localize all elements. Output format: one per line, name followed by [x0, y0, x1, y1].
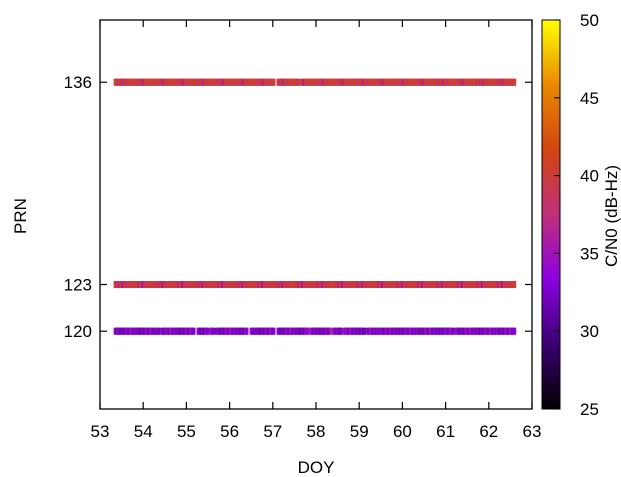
data-point	[340, 327, 344, 335]
y-tick-label: 123	[64, 276, 92, 295]
colorbar-title: C/N0 (dB-Hz)	[602, 165, 621, 267]
plot-area-frame	[99, 19, 533, 410]
series-prn-123	[113, 281, 517, 289]
x-tick-label: 53	[91, 422, 110, 441]
colorbar-tick-label: 50	[580, 11, 599, 30]
colorbar-tick-label: 40	[580, 167, 599, 186]
data-point	[378, 327, 382, 335]
data-point	[306, 327, 310, 335]
data-point	[245, 327, 249, 335]
x-axis-ticks: 53 54 55 56 57 58 59 60 61 62 63	[91, 20, 542, 441]
data-point	[513, 78, 517, 86]
y-axis-ticks: 120 123 136	[64, 73, 532, 341]
data-point	[212, 327, 216, 335]
y-axis-title: PRN	[11, 198, 30, 234]
x-tick-label: 54	[134, 422, 153, 441]
series-prn-120	[113, 327, 517, 335]
data-point	[452, 327, 456, 335]
x-tick-label: 60	[393, 422, 412, 441]
y-tick-label: 120	[64, 322, 92, 341]
data-point	[272, 327, 276, 335]
data-point	[297, 78, 301, 86]
data-point	[205, 327, 209, 335]
x-tick-label: 55	[177, 422, 196, 441]
data-points	[113, 78, 517, 335]
data-point	[329, 327, 333, 335]
x-tick-label: 62	[479, 422, 498, 441]
data-point	[157, 327, 161, 335]
colorbar-ticks: 25 30 35 40 45 50	[554, 11, 599, 419]
colorbar-tick-label: 25	[580, 400, 599, 419]
colorbar-tick-label: 35	[580, 244, 599, 263]
data-point	[192, 327, 196, 335]
colorbar-tick-label: 45	[580, 89, 599, 108]
data-point	[272, 78, 276, 86]
data-point	[513, 281, 517, 289]
x-tick-label: 58	[307, 422, 326, 441]
x-tick-label: 61	[436, 422, 455, 441]
x-tick-label: 63	[523, 422, 542, 441]
colorbar	[541, 19, 561, 410]
data-point	[513, 327, 517, 335]
y-tick-label: 136	[64, 73, 92, 92]
x-tick-label: 57	[263, 422, 282, 441]
colorbar-tick-label: 30	[580, 322, 599, 341]
series-prn-136	[113, 78, 517, 86]
data-point	[363, 327, 367, 335]
x-axis-title: DOY	[298, 458, 335, 477]
x-tick-label: 59	[350, 422, 369, 441]
x-tick-label: 56	[220, 422, 239, 441]
